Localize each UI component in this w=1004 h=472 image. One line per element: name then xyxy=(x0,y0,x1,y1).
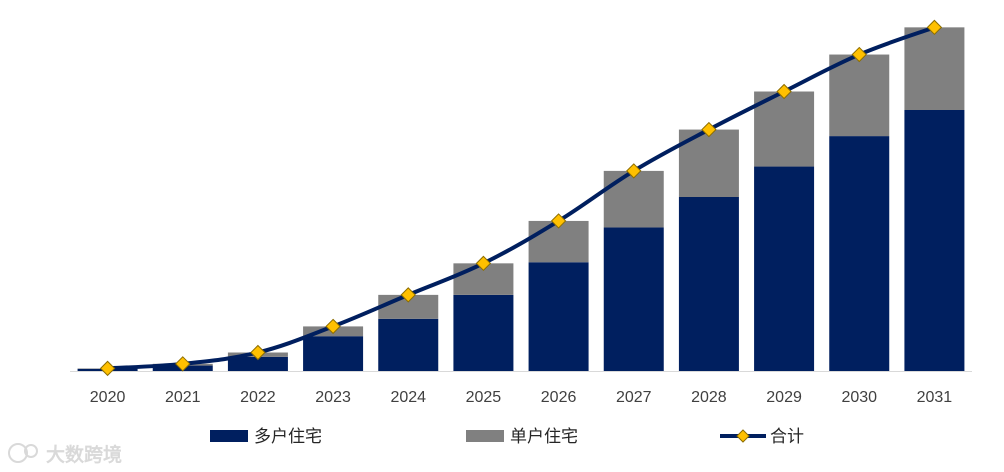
total-line-layer xyxy=(99,19,943,377)
x-tick-label: 2022 xyxy=(240,389,276,406)
legend-swatch-0 xyxy=(210,430,248,442)
total-marker-2025 xyxy=(475,255,492,272)
bar-multi-family-2022 xyxy=(227,356,288,371)
legend: 多户住宅 单户住宅 合计 xyxy=(210,427,804,447)
total-marker-2026 xyxy=(550,213,567,229)
bar-multi-family-2028 xyxy=(678,197,739,371)
total-marker-2028 xyxy=(701,121,717,138)
bar-multi-family-2029 xyxy=(754,166,815,371)
bar-single-family-2031 xyxy=(904,27,965,111)
watermark-logo-icon-inner xyxy=(24,444,38,458)
legend-label: 单户住宅 xyxy=(510,427,578,447)
legend-marker-swatch xyxy=(736,429,750,443)
x-tick-label: 2020 xyxy=(90,389,126,406)
legend-label: 多户住宅 xyxy=(254,427,322,447)
x-tick-label: 2025 xyxy=(466,389,502,406)
total-marker-2029 xyxy=(776,83,792,100)
bar-single-family-2029 xyxy=(754,91,815,167)
x-tick-label: 2026 xyxy=(541,389,577,406)
x-tick-label: 2030 xyxy=(841,389,877,406)
bar-multi-family-2023 xyxy=(303,336,364,371)
total-marker-2021 xyxy=(175,356,191,372)
bars-layer xyxy=(77,27,965,371)
total-marker-2031 xyxy=(926,19,943,36)
watermark-logo-icon xyxy=(8,443,28,463)
bar-single-family-2027 xyxy=(603,170,664,228)
watermark: 大数跨境 xyxy=(8,443,122,466)
total-marker-2030 xyxy=(851,46,867,63)
legend-swatch-1 xyxy=(466,430,504,442)
total-marker-2024 xyxy=(400,287,416,303)
bar-single-family-2030 xyxy=(829,54,890,137)
x-tick-label: 2023 xyxy=(315,389,351,406)
bar-multi-family-2024 xyxy=(378,318,439,371)
x-tick-label: 2021 xyxy=(165,389,201,406)
x-tick-labels: 2020 2021 2022 2023 2024 2025 2026 2027 2028 2029… xyxy=(90,389,953,406)
bar-multi-family-2025 xyxy=(453,294,514,371)
x-tick-label: 2031 xyxy=(917,389,953,406)
x-tick-label: 2024 xyxy=(390,389,426,406)
x-tick-label: 2027 xyxy=(616,389,652,406)
x-tick-label: 2029 xyxy=(766,389,802,406)
total-marker-2022 xyxy=(250,344,266,361)
watermark-text: 大数跨境 xyxy=(46,443,122,466)
bar-multi-family-2027 xyxy=(603,227,664,371)
bar-multi-family-2026 xyxy=(528,262,589,371)
legend-label: 合计 xyxy=(770,427,804,447)
total-marker-2023 xyxy=(325,318,341,335)
bar-multi-family-2030 xyxy=(829,136,890,371)
total-marker-2027 xyxy=(626,163,642,179)
bar-multi-family-2031 xyxy=(904,110,965,371)
total-marker-2020 xyxy=(99,360,116,377)
x-tick-label: 2028 xyxy=(691,389,727,406)
